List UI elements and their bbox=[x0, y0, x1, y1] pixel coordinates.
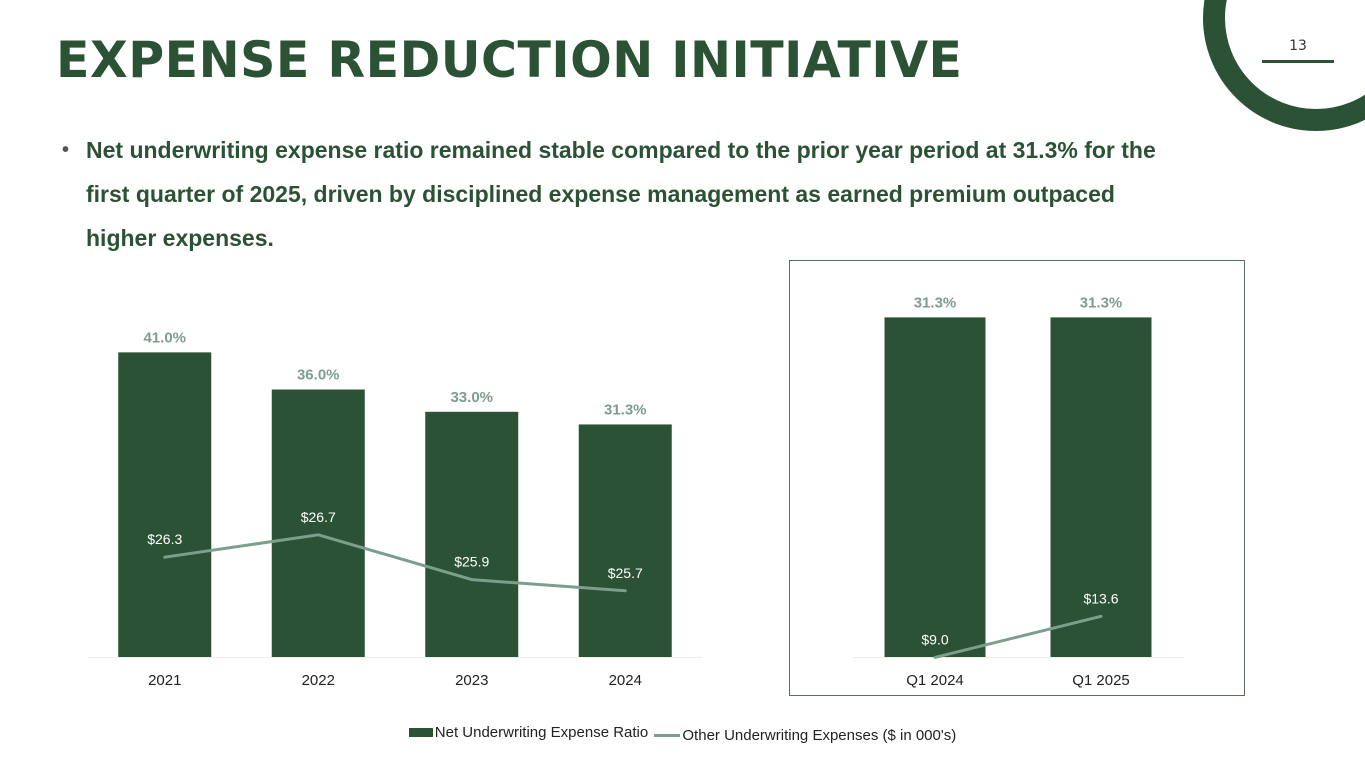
page-number-rule bbox=[1262, 60, 1334, 63]
quarterly-line-label: $13.6 bbox=[1083, 590, 1118, 606]
annual-bar-label: 36.0% bbox=[297, 367, 340, 384]
annual-line-label: $25.7 bbox=[608, 565, 643, 581]
legend-line-swatch-icon bbox=[654, 734, 681, 737]
bullet-marker-icon: • bbox=[62, 139, 70, 161]
chart-legend: Net Underwriting Expense Ratio Other Und… bbox=[0, 724, 1365, 744]
annual-bar-2021 bbox=[118, 352, 212, 657]
quarterly-bar-Q1-2024 bbox=[884, 317, 986, 657]
legend-bar-swatch-icon bbox=[408, 728, 433, 737]
annual-x-tick-label: 2024 bbox=[609, 672, 642, 689]
annual-bar-label: 31.3% bbox=[604, 401, 647, 418]
legend-item-bar: Net Underwriting Expense Ratio bbox=[408, 724, 649, 741]
slide-title: EXPENSE REDUCTION INITIATIVE bbox=[56, 31, 963, 89]
annual-line-series bbox=[163, 533, 627, 593]
quarterly-line-series bbox=[933, 614, 1103, 659]
annual-bar-2024 bbox=[578, 424, 672, 657]
quarterly-bar-label: 31.3% bbox=[1080, 294, 1123, 311]
quarterly-x-tick-label: Q1 2025 bbox=[1072, 672, 1130, 689]
annual-x-tick-label: 2023 bbox=[455, 672, 488, 689]
annual-x-tick-label: 2022 bbox=[302, 672, 335, 689]
annual-bar-2022 bbox=[271, 389, 365, 657]
annual-line-label: $26.3 bbox=[147, 531, 182, 547]
legend-label: Net Underwriting Expense Ratio bbox=[434, 724, 649, 741]
bullet-text: Net underwriting expense ratio remained … bbox=[86, 137, 1156, 251]
legend-label: Other Underwriting Expenses ($ in 000's) bbox=[682, 727, 957, 744]
page-number: 13 bbox=[1289, 38, 1307, 54]
annual-line-label: $26.7 bbox=[301, 509, 336, 525]
quarterly-bar-label: 31.3% bbox=[914, 294, 957, 311]
legend-item-line: Other Underwriting Expenses ($ in 000's) bbox=[654, 727, 956, 744]
quarterly-chart-frame bbox=[789, 260, 1245, 696]
annual-bar-label: 41.0% bbox=[143, 329, 186, 346]
quarterly-line-label: $9.0 bbox=[921, 631, 948, 647]
annual-line-label: $25.9 bbox=[454, 554, 489, 570]
bullet-point: • Net underwriting expense ratio remaine… bbox=[62, 128, 1182, 260]
quarterly-bar-Q1-2025 bbox=[1050, 317, 1152, 657]
annual-x-tick-label: 2021 bbox=[148, 672, 181, 689]
annual-bar-label: 33.0% bbox=[450, 389, 493, 406]
quarterly-x-tick-label: Q1 2024 bbox=[906, 672, 964, 689]
annual-bar-2023 bbox=[425, 411, 519, 657]
